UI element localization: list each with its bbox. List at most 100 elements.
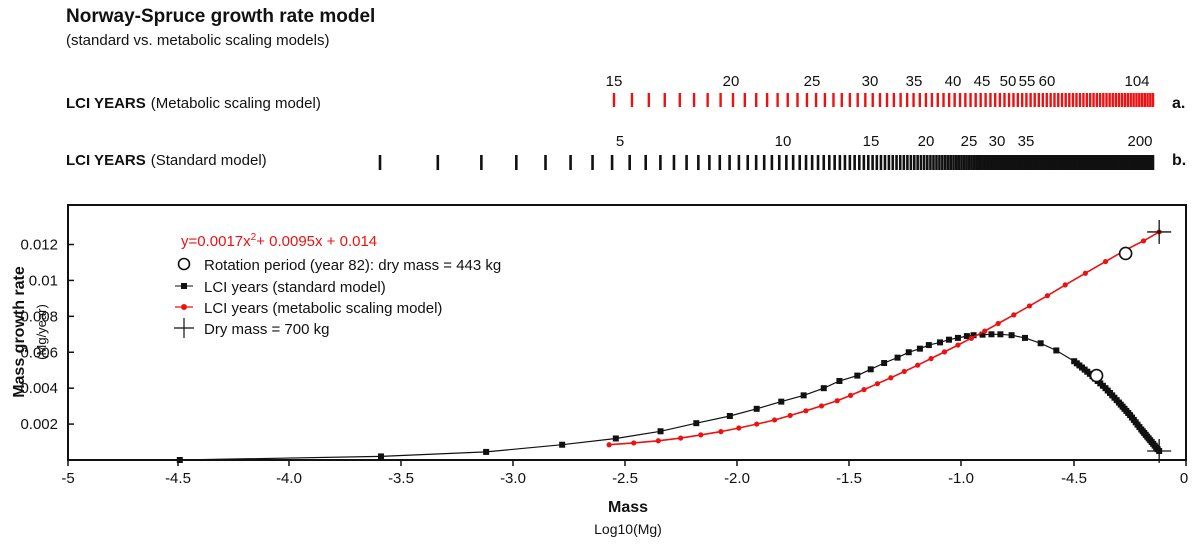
data-point bbox=[1125, 410, 1132, 417]
lci-year-tick bbox=[814, 93, 818, 107]
lci-year-tick bbox=[827, 155, 831, 170]
lci-year-tick bbox=[1068, 93, 1071, 107]
legend-red-dot-marker bbox=[181, 304, 187, 310]
lci-year-tick bbox=[692, 93, 696, 107]
lci-year-tick bbox=[1111, 93, 1114, 107]
lci-year-tick bbox=[958, 93, 962, 107]
lci-year-tick bbox=[1108, 93, 1111, 107]
series-standard bbox=[176, 331, 1163, 463]
lci-year-tick bbox=[942, 93, 945, 107]
lci-year-tick bbox=[1019, 155, 1022, 170]
fit-equation-exponent: 2 bbox=[251, 232, 257, 243]
lci-year-tick bbox=[1085, 93, 1089, 107]
lci-year-tick bbox=[1151, 155, 1155, 170]
lci-year-tick bbox=[1149, 93, 1152, 107]
data-point bbox=[1008, 332, 1015, 339]
lci-year-tick bbox=[804, 155, 808, 170]
data-point bbox=[606, 442, 612, 448]
lci-year-tick bbox=[1075, 155, 1079, 170]
lci-year-tick bbox=[791, 155, 795, 170]
strip-a-tick-label: 50 bbox=[1000, 73, 1017, 90]
lci-year-tick bbox=[1071, 155, 1075, 170]
lci-year-tick bbox=[840, 93, 843, 107]
legend-cross-marker bbox=[174, 318, 194, 338]
lci-year-tick bbox=[1060, 93, 1064, 107]
data-point bbox=[867, 366, 874, 373]
lci-year-tick bbox=[1020, 93, 1024, 107]
lci-year-tick bbox=[1029, 93, 1032, 107]
data-point bbox=[955, 342, 961, 348]
lci-year-tick bbox=[1146, 93, 1149, 107]
data-point bbox=[925, 342, 932, 349]
lci-year-tick bbox=[1089, 93, 1092, 107]
x-tick-label: -4.5 bbox=[1061, 470, 1087, 487]
strip-a-tick-label: 60 bbox=[1039, 73, 1056, 90]
lci-year-tick bbox=[1011, 155, 1015, 170]
lci-year-tick bbox=[856, 93, 859, 107]
lci-year-tick bbox=[1117, 93, 1121, 107]
lci-year-tick bbox=[977, 155, 981, 170]
lci-year-tick bbox=[1071, 93, 1075, 107]
data-point bbox=[1053, 347, 1060, 354]
data-point bbox=[1026, 303, 1033, 309]
lci-year-tick bbox=[1079, 155, 1083, 170]
y-tick-label: 0.012 bbox=[20, 237, 58, 254]
lci-year-tick bbox=[1016, 93, 1020, 107]
lci-year-tick bbox=[810, 155, 814, 170]
lci-year-tick bbox=[1126, 93, 1130, 107]
lci-year-tick bbox=[1120, 93, 1124, 107]
lci-year-tick bbox=[746, 155, 750, 170]
data-point bbox=[1084, 368, 1091, 375]
strip-b-tick-label: 15 bbox=[863, 133, 880, 150]
lci-year-tick bbox=[862, 155, 866, 170]
lci-year-tick bbox=[1067, 155, 1071, 170]
lci-year-tick bbox=[659, 155, 662, 170]
data-point bbox=[631, 440, 637, 446]
lci-year-tick bbox=[770, 155, 774, 170]
highlight-markers bbox=[1089, 219, 1172, 464]
lci-year-tick bbox=[805, 93, 809, 107]
series-line bbox=[179, 333, 1160, 461]
data-point bbox=[771, 417, 778, 423]
lci-year-tick bbox=[1066, 155, 1069, 170]
data-point bbox=[979, 331, 986, 338]
lci-year-tick bbox=[905, 93, 909, 107]
lci-year-tick bbox=[1033, 93, 1036, 107]
data-point bbox=[861, 387, 867, 393]
lci-year-tick bbox=[853, 155, 856, 170]
lci-year-tick bbox=[924, 93, 928, 107]
lci-year-tick bbox=[1036, 155, 1040, 170]
data-point bbox=[901, 368, 907, 375]
strip-b-tick-label: 5 bbox=[616, 133, 624, 150]
lci-year-tick bbox=[544, 155, 547, 170]
lci-year-tick bbox=[1073, 155, 1076, 170]
data-point bbox=[800, 392, 807, 399]
dry-mass-700kg-marker bbox=[1147, 439, 1172, 464]
data-point bbox=[874, 381, 881, 387]
lci-year-tick bbox=[1009, 155, 1013, 170]
lci-year-tick bbox=[943, 155, 947, 170]
lci-year-tick bbox=[1064, 93, 1067, 107]
lci-year-tick bbox=[1051, 155, 1054, 170]
data-point bbox=[928, 355, 934, 362]
lci-year-tick bbox=[848, 155, 852, 170]
lci-year-tick bbox=[947, 93, 951, 107]
data-point bbox=[854, 372, 861, 379]
lci-year-tick bbox=[1012, 93, 1015, 107]
data-point bbox=[1154, 446, 1161, 453]
lci-year-tick bbox=[1102, 93, 1105, 107]
data-point bbox=[1099, 382, 1106, 389]
lci-year-tick bbox=[1055, 155, 1059, 170]
legend-label: Rotation period (year 82): dry mass = 44… bbox=[204, 257, 501, 274]
data-point bbox=[848, 392, 854, 398]
data-point bbox=[1136, 424, 1143, 431]
strip-b-tick-label: 10 bbox=[775, 133, 792, 150]
lci-year-tick bbox=[719, 93, 722, 107]
lci-year-tick bbox=[628, 155, 631, 170]
strip-a-tick-label: 35 bbox=[906, 73, 923, 90]
data-point bbox=[954, 334, 961, 341]
lci-year-tick bbox=[1069, 155, 1072, 170]
lci-year-tick bbox=[957, 155, 961, 170]
lci-year-tick bbox=[706, 93, 709, 107]
lci-year-tick bbox=[988, 155, 992, 170]
